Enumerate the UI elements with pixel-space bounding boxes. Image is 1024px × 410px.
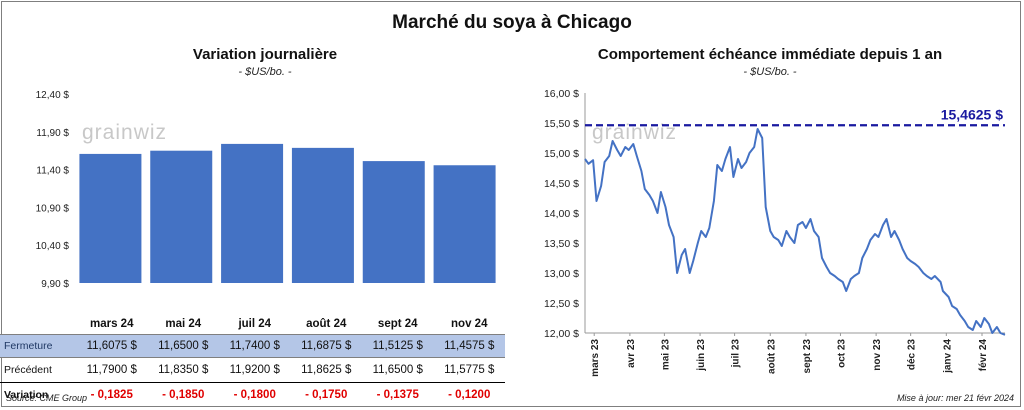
bar-chart: 9,90 $ 10,40 $ 10,90 $ 11,40 $ 11,90 $ 12,40 … bbox=[36, 90, 496, 290]
table-cell: - 0,1825 bbox=[90, 389, 133, 401]
y-tick-label: 9,90 $ bbox=[41, 279, 69, 290]
row-label bbox=[0, 314, 76, 335]
y-tick-label: 12,00 $ bbox=[544, 328, 579, 340]
y-tick-label: 15,00 $ bbox=[544, 148, 579, 160]
table-cell: 11,7900 $ bbox=[76, 357, 148, 383]
price-table: mars 24 mai 24 juil 24 août 24 sept 24 nov 24… bbox=[0, 314, 505, 407]
row-label: Fermeture bbox=[0, 334, 76, 358]
bar bbox=[79, 153, 142, 283]
x-tick-label: mars 24 bbox=[90, 318, 134, 330]
table-row: mars 24 mai 24 juil 24 août 24 sept 24 nov 24 bbox=[0, 314, 505, 335]
watermark: grainwiz bbox=[82, 121, 167, 144]
bar bbox=[221, 143, 284, 283]
right-chart-title: Comportement échéance immédiate depuis 1… bbox=[597, 46, 943, 63]
x-tick-label: août 24 bbox=[306, 318, 347, 330]
updated-note: Mise à jour: mer 21 févr 2024 bbox=[896, 393, 1014, 403]
x-tick-label: nov 23 bbox=[872, 339, 883, 371]
price-series-line bbox=[584, 128, 1006, 336]
row-label: Précédent bbox=[0, 357, 76, 383]
y-tick-label: 10,90 $ bbox=[36, 203, 70, 214]
table-cell: 11,8350 $ bbox=[147, 357, 219, 383]
y-tick-label: 13,50 $ bbox=[544, 238, 579, 250]
table-cell: 11,4575 $ bbox=[433, 334, 505, 358]
line-chart: 12,00 $ 12,50 $ 13,00 $ 13,50 $ 14,00 $ 14,50… bbox=[544, 88, 1006, 377]
table-cell: 11,7400 $ bbox=[219, 334, 291, 358]
watermark: grainwiz bbox=[592, 121, 677, 144]
reference-label: 15,4625 $ bbox=[941, 106, 1003, 122]
table-cell: 11,6500 $ bbox=[362, 357, 434, 383]
table-cell: 11,8625 $ bbox=[290, 357, 362, 383]
table-cell: 11,6075 $ bbox=[76, 334, 148, 358]
left-chart-title: Variation journalière bbox=[192, 46, 338, 63]
table-cell: - 0,1850 bbox=[162, 389, 205, 401]
x-tick-label: juil 24 bbox=[238, 318, 272, 330]
y-tick-label: 16,00 $ bbox=[544, 88, 579, 100]
row-label: Variation bbox=[4, 389, 49, 401]
bar bbox=[362, 161, 425, 283]
table-cell: 11,9200 $ bbox=[219, 357, 291, 383]
y-tick-label: 14,50 $ bbox=[544, 178, 579, 190]
y-tick-label: 14,00 $ bbox=[544, 208, 579, 220]
left-chart-subtitle: - $US/bo. - bbox=[238, 66, 292, 78]
table-cell: 11,6875 $ bbox=[290, 334, 362, 358]
x-tick-label: mars 23 bbox=[590, 339, 601, 377]
table-cell: - 0,1800 bbox=[233, 389, 276, 401]
right-chart-subtitle: - $US/bo. - bbox=[743, 66, 797, 78]
table-row: Précédent 11,7900 $11,8350 $11,9200 $11,8… bbox=[0, 357, 505, 383]
y-tick-label: 15,50 $ bbox=[544, 118, 579, 130]
main-title: Marché du soya à Chicago bbox=[392, 12, 632, 33]
y-tick-label: 10,40 $ bbox=[36, 241, 70, 252]
x-tick-label: mai 23 bbox=[660, 339, 671, 371]
x-tick-label: janv 24 bbox=[942, 339, 953, 374]
table-cell: - 0,1375 bbox=[376, 389, 419, 401]
table-row: Variation - 0,1825 - 0,1850 - 0,1800 - 0,175… bbox=[0, 383, 505, 408]
y-tick-label: 11,90 $ bbox=[36, 128, 69, 139]
table-cell: 11,5775 $ bbox=[433, 357, 505, 383]
x-tick-label: oct 23 bbox=[836, 339, 847, 368]
y-tick-label: 11,40 $ bbox=[36, 166, 69, 177]
x-tick-label: juil 23 bbox=[731, 339, 742, 369]
x-tick-label: avr 23 bbox=[626, 339, 637, 368]
x-tick-label: mai 24 bbox=[165, 318, 202, 330]
x-tick-label: déc 23 bbox=[907, 339, 918, 371]
table-row: Fermeture 11,6075 $11,6500 $11,7400 $11,6… bbox=[0, 334, 505, 358]
table-cell: - 0,1200 bbox=[448, 389, 491, 401]
y-tick-label: 13,00 $ bbox=[544, 268, 579, 280]
bar bbox=[291, 147, 354, 283]
x-tick-label: juin 23 bbox=[696, 339, 707, 372]
source-note: Source: CME Group bbox=[6, 393, 88, 403]
x-tick-label: nov 24 bbox=[451, 318, 488, 330]
x-tick-label: févr 24 bbox=[978, 339, 989, 372]
bar bbox=[433, 165, 496, 283]
table-cell: 11,6500 $ bbox=[147, 334, 219, 358]
table-cell: 11,5125 $ bbox=[362, 334, 434, 358]
y-tick-label: 12,40 $ bbox=[36, 90, 70, 101]
x-tick-label: août 23 bbox=[766, 339, 777, 374]
bar bbox=[150, 150, 213, 283]
table-cell: - 0,1750 bbox=[305, 389, 348, 401]
x-tick-label: sept 23 bbox=[802, 339, 813, 374]
y-tick-label: 12,50 $ bbox=[544, 298, 579, 310]
x-tick-label: sept 24 bbox=[377, 318, 418, 330]
